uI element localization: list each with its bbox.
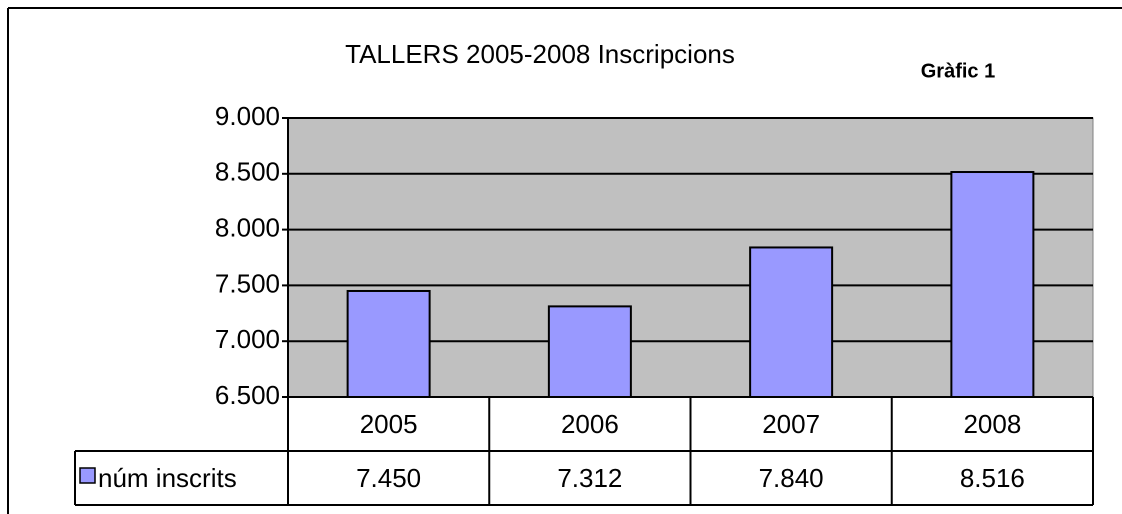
legend-label: núm inscrits [98,463,237,493]
y-tick-label: 6.500 [215,380,280,410]
bar [547,305,632,398]
x-tick-label: 2006 [561,409,619,439]
x-tick-label: 2005 [360,409,418,439]
x-tick-label: 2008 [963,409,1021,439]
data-label: 7.312 [557,463,622,493]
y-tick-label: 7.000 [215,324,280,354]
chart-title: TALLERS 2005-2008 Inscripcions [345,39,735,69]
data-label: 7.450 [356,463,421,493]
annotation: Gràfic 1 [921,60,995,82]
x-tick-label: 2007 [762,409,820,439]
data-label: 7.840 [759,463,824,493]
bar [346,289,431,399]
y-tick-label: 8.500 [215,157,280,187]
legend-swatch [79,467,96,484]
y-tick-label: 9.000 [215,101,280,131]
y-tick-label: 8.000 [215,212,280,242]
data-label: 8.516 [960,463,1025,493]
y-tick-label: 7.500 [215,268,280,298]
bar [950,171,1035,398]
bar [749,246,834,398]
